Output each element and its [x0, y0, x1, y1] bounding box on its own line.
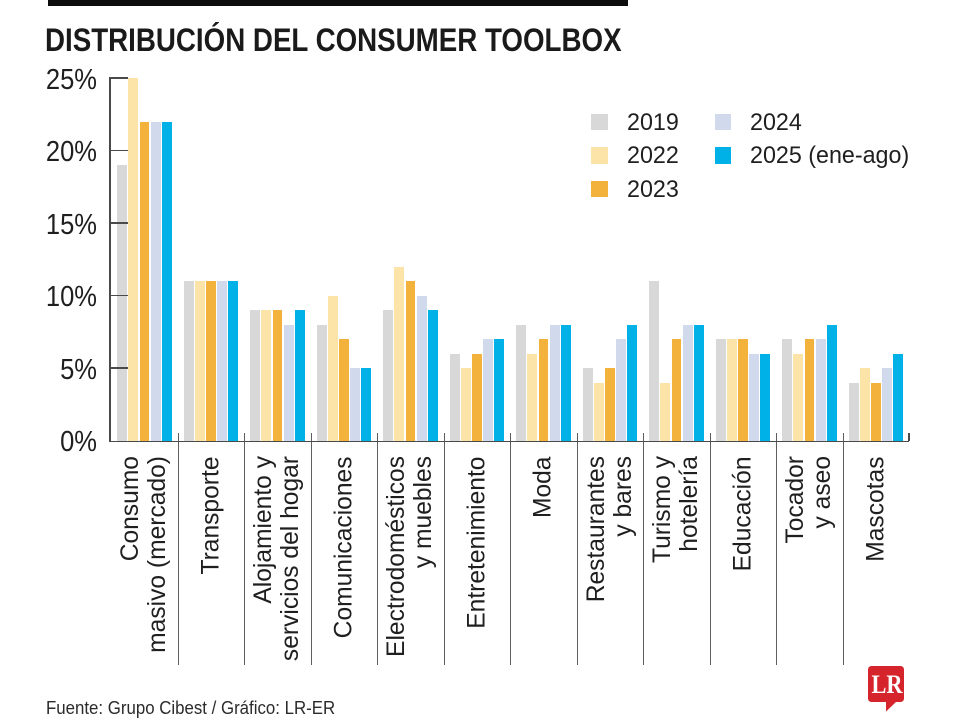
svg-text:LR: LR — [872, 670, 903, 699]
